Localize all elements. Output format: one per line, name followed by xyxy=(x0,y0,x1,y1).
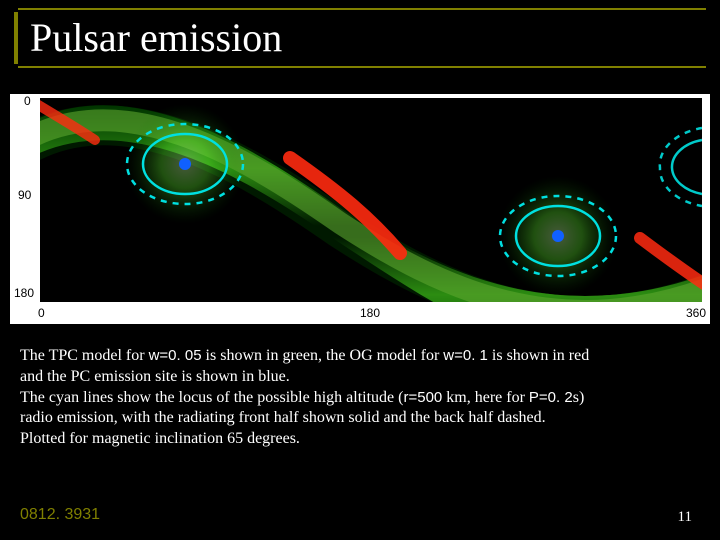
cap-w005: w=0. 05 xyxy=(149,347,202,364)
emission-skymap-chart: 0 90 180 0 180 360 xyxy=(10,94,710,324)
y-tick-180: 180 xyxy=(14,286,34,300)
cap-r500: r=500 xyxy=(403,389,442,406)
caption-line-4: radio emission, with the radiating front… xyxy=(20,408,700,429)
plot-region xyxy=(40,98,702,302)
cap-1a: The TPC model for xyxy=(20,347,149,364)
cap-w01: w=0. 1 xyxy=(443,347,488,364)
title-block: Pulsar emission xyxy=(0,0,720,70)
x-tick-180: 180 xyxy=(360,306,380,320)
cap-1c: is shown in red xyxy=(488,347,589,364)
cap-3c: s) xyxy=(573,389,585,406)
arxiv-reference: 0812. 3931 xyxy=(20,506,100,524)
caption-line-3: The cyan lines show the locus of the pos… xyxy=(20,388,700,409)
pole-2 xyxy=(498,176,618,296)
pole-1 xyxy=(125,104,245,224)
x-tick-360: 360 xyxy=(686,306,706,320)
pole-1-wrap xyxy=(660,128,702,206)
caption-block: The TPC model for w=0. 05 is shown in gr… xyxy=(0,324,720,450)
title-rule-top xyxy=(18,8,706,10)
x-tick-0: 0 xyxy=(38,306,45,320)
caption-line-1: The TPC model for w=0. 05 is shown in gr… xyxy=(20,346,700,367)
slide-title: Pulsar emission xyxy=(14,12,706,64)
cap-3a: The cyan lines show the locus of the pos… xyxy=(20,389,403,406)
cap-3b: km, here for xyxy=(442,389,529,406)
caption-line-2: and the PC emission site is shown in blu… xyxy=(20,367,700,388)
slide-number: 11 xyxy=(678,509,692,526)
cap-p02: P=0. 2 xyxy=(529,389,573,406)
cap-1b: is shown in green, the OG model for xyxy=(202,347,444,364)
skymap-svg xyxy=(40,98,702,302)
caption-line-5: Plotted for magnetic inclination 65 degr… xyxy=(20,429,700,450)
y-tick-0: 0 xyxy=(24,94,31,108)
y-tick-90: 90 xyxy=(18,188,31,202)
title-rule-bottom xyxy=(18,66,706,68)
